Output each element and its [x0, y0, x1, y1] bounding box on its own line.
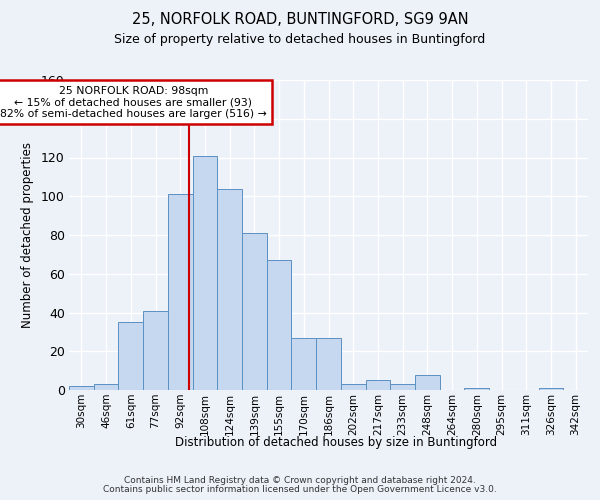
- Bar: [193, 156, 217, 390]
- Bar: [539, 388, 563, 390]
- Bar: [292, 338, 316, 390]
- Bar: [316, 338, 341, 390]
- Y-axis label: Number of detached properties: Number of detached properties: [21, 142, 34, 328]
- Text: Size of property relative to detached houses in Buntingford: Size of property relative to detached ho…: [115, 32, 485, 46]
- Bar: [365, 380, 390, 390]
- Bar: [464, 388, 489, 390]
- Text: 25, NORFOLK ROAD, BUNTINGFORD, SG9 9AN: 25, NORFOLK ROAD, BUNTINGFORD, SG9 9AN: [131, 12, 469, 28]
- Bar: [267, 260, 292, 390]
- Bar: [390, 384, 415, 390]
- Bar: [69, 386, 94, 390]
- Bar: [242, 233, 267, 390]
- Bar: [118, 322, 143, 390]
- Text: 25 NORFOLK ROAD: 98sqm
← 15% of detached houses are smaller (93)
82% of semi-det: 25 NORFOLK ROAD: 98sqm ← 15% of detached…: [0, 86, 266, 119]
- Bar: [341, 384, 365, 390]
- Bar: [168, 194, 193, 390]
- Bar: [217, 188, 242, 390]
- Text: Contains HM Land Registry data © Crown copyright and database right 2024.: Contains HM Land Registry data © Crown c…: [124, 476, 476, 485]
- Bar: [94, 384, 118, 390]
- Bar: [415, 374, 440, 390]
- Text: Contains public sector information licensed under the Open Government Licence v3: Contains public sector information licen…: [103, 485, 497, 494]
- Bar: [143, 310, 168, 390]
- Text: Distribution of detached houses by size in Buntingford: Distribution of detached houses by size …: [175, 436, 497, 449]
